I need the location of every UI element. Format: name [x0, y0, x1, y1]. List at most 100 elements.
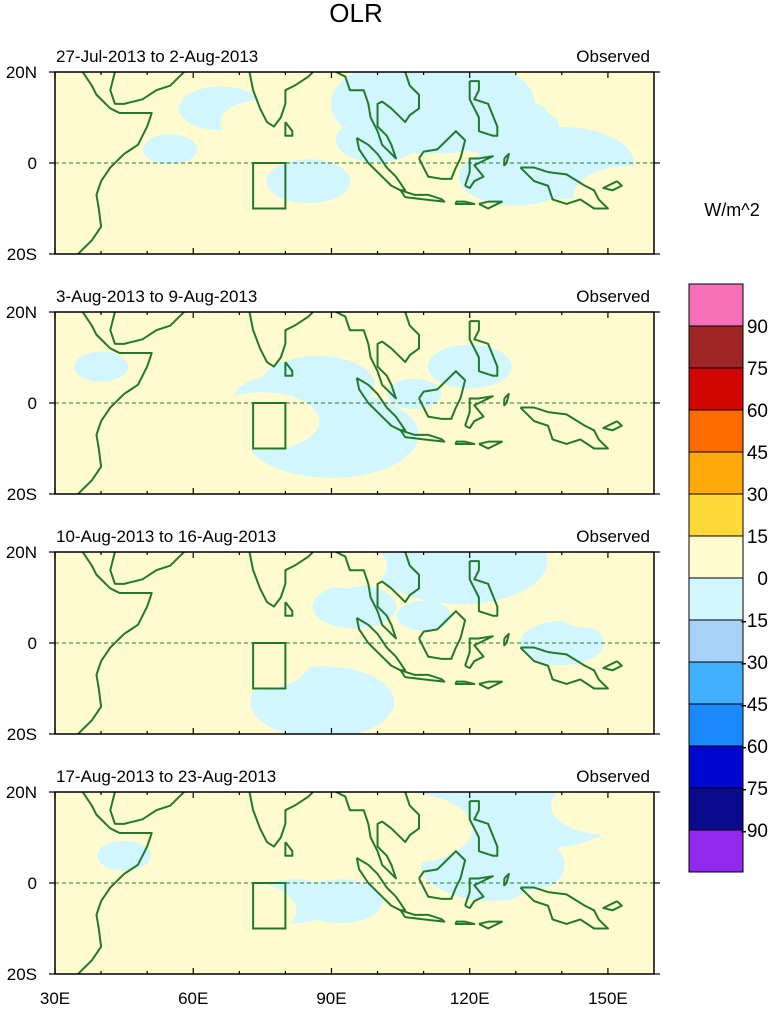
olr-anomaly-blob — [297, 312, 412, 351]
coastline — [335, 792, 421, 880]
panel-label: Observed — [576, 767, 650, 786]
olr-anomaly-blob — [550, 792, 654, 835]
olr-contour — [160, 159, 245, 204]
coastline — [478, 680, 503, 690]
panel-period: 17-Aug-2013 to 23-Aug-2013 — [56, 767, 276, 786]
panel-label: Observed — [576, 527, 650, 546]
olr-anomaly-blob — [188, 584, 273, 629]
olr-anomaly-blob — [74, 351, 129, 382]
colorbar-label: 75 — [747, 359, 768, 380]
olr-anomaly-blob — [387, 378, 442, 409]
coastline — [225, 312, 315, 368]
olr-anomaly-blob — [271, 829, 356, 874]
olr-anomaly-blob — [303, 552, 388, 588]
coastline — [284, 841, 294, 857]
figure-title: OLR — [329, 0, 382, 28]
coastlines — [77, 792, 623, 974]
coastline — [454, 440, 476, 445]
colorbar-label: -30 — [741, 653, 768, 674]
colorbar-label: 30 — [747, 485, 768, 506]
coastline — [519, 166, 609, 210]
olr-contour — [182, 881, 297, 940]
coastline — [77, 792, 153, 974]
colorbar-swatch — [688, 703, 744, 747]
coastlines — [77, 552, 623, 734]
map-panel: 20N 0 20S 27-Jul-2013 to 2-Aug-2013 Observed — [6, 47, 660, 264]
coastline — [109, 312, 185, 345]
y-tick-label: 20S — [7, 245, 37, 264]
colorbar-swatch — [688, 661, 744, 705]
coastline — [109, 552, 185, 585]
olr-anomaly-blob — [298, 879, 383, 924]
coastline — [478, 200, 503, 210]
olr-contour — [188, 584, 273, 629]
colorbar-swatch — [688, 745, 744, 789]
olr-contour — [598, 666, 654, 711]
olr-anomaly-blob — [266, 159, 351, 204]
colorbar-label: 15 — [747, 527, 768, 548]
colorbar-swatch — [688, 451, 744, 495]
olr-anomaly-blob — [205, 392, 320, 451]
tick-marks — [49, 71, 660, 255]
olr-anomaly-blob — [160, 159, 245, 204]
coastline — [418, 130, 467, 180]
colorbar-swatch — [688, 283, 744, 327]
index-box — [252, 402, 287, 450]
olr-contour — [335, 118, 420, 163]
y-tick-label: 20N — [6, 63, 37, 82]
map-panel: 20N 0 20S 17-Aug-2013 to 23-Aug-2013 Observe… — [6, 767, 660, 984]
coastline — [225, 72, 315, 128]
panel-period: 3-Aug-2013 to 9-Aug-2013 — [56, 287, 257, 306]
olr-contour — [220, 100, 305, 145]
tick-marks — [49, 791, 660, 975]
index-box — [252, 642, 287, 690]
colorbar-label: 90 — [747, 317, 768, 338]
coastline — [399, 429, 446, 443]
colorbar: 90 75 60 45 30 15 0 -15 -30 -45 -60 -75 -90 — [688, 283, 768, 873]
colorbar-label: -90 — [741, 821, 768, 842]
olr-anomaly-blob — [552, 584, 637, 629]
olr-anomaly-blob — [250, 666, 395, 734]
x-axis-tick-labels: 30E 60E 90E 120E 150E — [40, 989, 628, 1008]
coastline — [77, 552, 153, 734]
x-tick-label: 60E — [178, 989, 208, 1008]
colorbar-swatch — [688, 535, 744, 579]
olr-contour — [427, 344, 512, 389]
colorbar-label: 60 — [747, 401, 768, 422]
y-tick-label: 20N — [6, 783, 37, 802]
olr-contour — [396, 600, 451, 631]
olr-contour — [541, 72, 654, 129]
olr-contour — [312, 584, 397, 629]
olr-anomaly-blob — [541, 72, 654, 129]
olr-contour — [143, 134, 198, 165]
olr-contour — [205, 392, 320, 451]
panel-period: 27-Jul-2013 to 2-Aug-2013 — [56, 47, 258, 66]
y-tick-label: 0 — [28, 154, 37, 173]
coastline — [602, 660, 623, 672]
coastline — [454, 920, 476, 925]
coastline — [602, 180, 623, 192]
colorbar-label: 45 — [747, 443, 768, 464]
coastline — [77, 72, 153, 254]
olr-anomaly-blob — [178, 312, 263, 357]
index-box — [252, 882, 287, 930]
olr-anomaly-blob — [458, 147, 573, 206]
colorbar-swatch — [688, 493, 744, 537]
coastline — [468, 320, 499, 377]
olr-anomaly-blob — [220, 100, 305, 145]
y-tick-label: 0 — [28, 874, 37, 893]
y-tick-label: 20S — [7, 725, 37, 744]
olr-contour — [271, 829, 356, 874]
x-tick-label: 120E — [450, 989, 490, 1008]
coastline — [519, 406, 609, 450]
olr-anomaly-blob — [312, 584, 397, 629]
map-panel: 20N 0 20S 10-Aug-2013 to 16-Aug-2013 Observe… — [6, 527, 660, 744]
coastline — [399, 189, 446, 203]
y-tick-label: 0 — [28, 634, 37, 653]
coastline — [284, 601, 294, 617]
coastline — [468, 800, 499, 857]
coastline — [418, 850, 467, 900]
y-tick-label: 20S — [7, 485, 37, 504]
coastline — [109, 792, 185, 825]
coastline — [418, 610, 467, 660]
